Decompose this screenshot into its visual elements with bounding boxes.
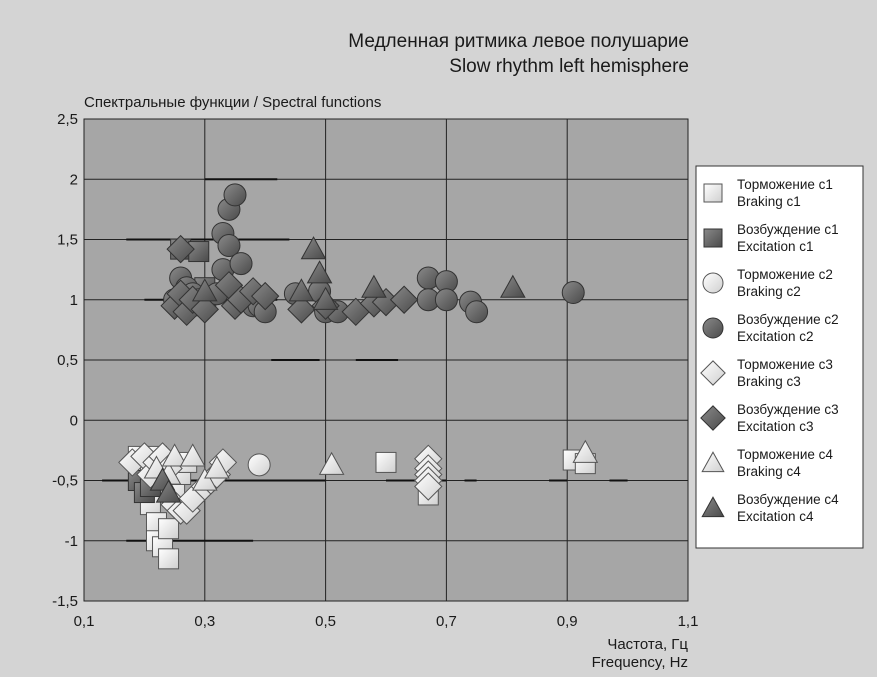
point-triangle-dark — [499, 274, 526, 298]
legend-box — [695, 165, 864, 549]
point-triangle-light — [179, 443, 206, 467]
legend-marker-square-dark — [703, 228, 723, 248]
point-triangle-dark — [155, 479, 182, 503]
x-tick-label: 1,1 — [678, 613, 699, 630]
legend-entry-ru: Торможение с3 — [737, 357, 833, 372]
point-triangle-light — [161, 443, 188, 467]
chart-title: Медленная ритмика левое полушарие — [348, 31, 689, 52]
y-tick-label: 0 — [70, 412, 78, 429]
point-diamond-dark — [250, 281, 280, 311]
y-tick-label: -0,5 — [52, 473, 78, 490]
point-circle-dark — [465, 300, 489, 324]
point-diamond-dark — [166, 234, 195, 264]
point-diamond-dark — [389, 285, 419, 314]
x-axis-ticks: 0,1 0,3 0,5 0,7 0,9 1,1 — [74, 613, 699, 630]
x-tick-label: 0,5 — [315, 613, 336, 630]
legend-entry-en: Braking c1 — [737, 194, 801, 209]
legend: Торможение с1 Braking c1 Возбуждение с1 Exc… — [695, 165, 864, 549]
y-tick-label: 1,5 — [57, 232, 78, 249]
x-tick-label: 0,1 — [74, 613, 95, 630]
point-triangle-dark — [361, 274, 387, 298]
legend-entry-en: Excitation c3 — [737, 419, 814, 434]
legend-entry-en: Excitation c1 — [737, 239, 814, 254]
x-tick-label: 0,7 — [436, 613, 457, 630]
point-diamond-dark — [287, 295, 316, 324]
y-tick-label: 2 — [70, 171, 78, 188]
y-tick-label: -1,5 — [52, 593, 78, 610]
legend-marker-circle-dark — [702, 317, 724, 339]
point-circle-dark — [434, 288, 458, 312]
point-triangle-light — [318, 451, 345, 475]
legend-entry-ru: Возбуждение с1 — [737, 222, 839, 237]
point-square-light — [375, 451, 397, 473]
x-axis-label-en: Frequency, Hz — [592, 654, 688, 671]
legend-entry-en: Excitation c2 — [737, 329, 814, 344]
legend-entry-en: Excitation c4 — [737, 509, 814, 524]
legend-marker-triangle-dark — [701, 496, 725, 518]
point-square-light — [158, 548, 180, 570]
x-tick-label: 0,3 — [194, 613, 215, 630]
legend-marker-diamond-light — [700, 360, 726, 386]
legend-marker-circle-light — [702, 272, 724, 294]
point-circle-dark — [223, 183, 247, 207]
point-triangle-dark — [306, 260, 333, 284]
x-axis-label-ru: Частота, Гц — [607, 636, 688, 653]
point-circle-dark — [229, 252, 253, 276]
point-triangle-dark — [300, 236, 327, 260]
legend-marker-triangle-light — [701, 451, 725, 473]
point-diamond-dark — [190, 295, 220, 324]
point-triangle-dark — [312, 286, 339, 310]
legend-entry-ru: Торможение с1 — [737, 177, 833, 192]
legend-entry-ru: Торможение с4 — [737, 447, 833, 462]
y-tick-label: 0,5 — [57, 352, 78, 369]
point-triangle-dark — [288, 278, 315, 302]
legend-entry-ru: Возбуждение с2 — [737, 312, 839, 327]
point-triangle-light — [191, 467, 218, 491]
legend-entry-ru: Возбуждение с4 — [737, 492, 839, 507]
legend-entry-en: Braking c3 — [737, 374, 801, 389]
legend-marker-square-light — [703, 183, 723, 203]
y-axis-label: Спектральные функции / Spectral function… — [84, 94, 381, 111]
legend-marker-diamond-dark — [700, 405, 726, 431]
legend-entry-en: Braking c2 — [737, 284, 801, 299]
point-triangle-light — [572, 439, 599, 463]
point-diamond-light — [414, 472, 443, 501]
point-triangle-dark — [191, 278, 218, 302]
legend-entry-en: Braking c4 — [737, 464, 801, 479]
y-tick-label: 1 — [70, 292, 78, 309]
y-tick-label: -1 — [65, 533, 78, 550]
legend-entry-ru: Возбуждение с3 — [737, 402, 839, 417]
point-circle-light — [247, 453, 271, 477]
point-circle-dark — [217, 234, 241, 258]
y-tick-label: 2,5 — [57, 111, 78, 128]
x-tick-label: 0,9 — [557, 613, 578, 630]
point-triangle-light — [204, 455, 230, 479]
data-points — [118, 183, 599, 570]
legend-entry-ru: Торможение с2 — [737, 267, 833, 282]
point-square-light — [158, 518, 180, 540]
point-circle-dark — [561, 281, 585, 305]
chart-subtitle: Slow rhythm left hemisphere — [449, 56, 689, 77]
y-axis-ticks: 2,5 2 1,5 1 0,5 0 -0,5 -1 -1,5 — [52, 111, 78, 610]
